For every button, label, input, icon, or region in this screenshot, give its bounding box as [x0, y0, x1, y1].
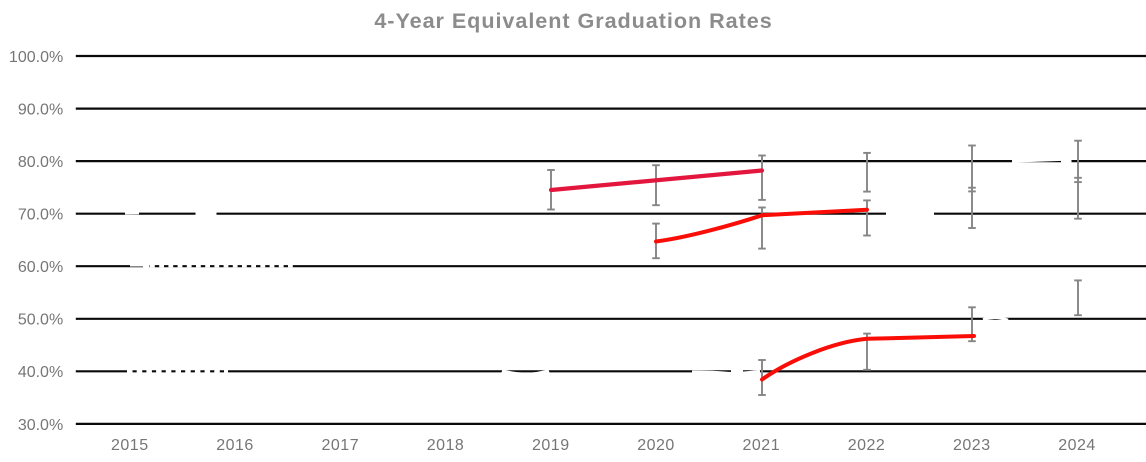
svg-text:2018: 2018	[427, 437, 465, 454]
svg-text:2021: 2021	[743, 437, 781, 454]
svg-text:2019: 2019	[532, 437, 570, 454]
svg-text:2016: 2016	[216, 437, 254, 454]
svg-text:50.0%: 50.0%	[18, 312, 63, 329]
svg-text:80.0%: 80.0%	[18, 154, 63, 171]
svg-text:30.0%: 30.0%	[18, 417, 63, 434]
svg-text:2020: 2020	[637, 437, 675, 454]
svg-text:60.0%: 60.0%	[18, 259, 63, 276]
svg-text:70.0%: 70.0%	[18, 207, 63, 224]
svg-text:2022: 2022	[848, 437, 886, 454]
svg-text:100.0%: 100.0%	[9, 49, 63, 66]
svg-text:2024: 2024	[1058, 437, 1096, 454]
svg-text:2017: 2017	[322, 437, 360, 454]
svg-text:2023: 2023	[953, 437, 991, 454]
svg-text:40.0%: 40.0%	[18, 364, 63, 381]
svg-text:90.0%: 90.0%	[18, 102, 63, 119]
svg-text:4-Year Equivalent Graduation R: 4-Year Equivalent Graduation Rates	[374, 8, 772, 33]
svg-text:2015: 2015	[111, 437, 149, 454]
